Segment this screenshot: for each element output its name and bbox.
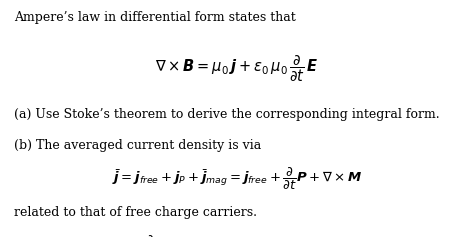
Text: (i) Show that $\boldsymbol{j}_P = \dfrac{\partial}{\partial t}\boldsymbol{P}$: (i) Show that $\boldsymbol{j}_P = \dfrac…: [33, 233, 169, 237]
Text: (b) The averaged current density is via: (b) The averaged current density is via: [14, 139, 262, 152]
Text: $\nabla \times \boldsymbol{B} = \mu_0\, \boldsymbol{j} + \varepsilon_0\, \mu_0\,: $\nabla \times \boldsymbol{B} = \mu_0\, …: [155, 53, 319, 84]
Text: Ampere’s law in differential form states that: Ampere’s law in differential form states…: [14, 11, 296, 24]
Text: (a) Use Stoke’s theorem to derive the corresponding integral form.: (a) Use Stoke’s theorem to derive the co…: [14, 108, 440, 121]
Text: $\bar{\boldsymbol{j}} = \boldsymbol{j}_{free} + \boldsymbol{j}_P + \bar{\boldsym: $\bar{\boldsymbol{j}} = \boldsymbol{j}_{…: [112, 166, 362, 192]
Text: related to that of free charge carriers.: related to that of free charge carriers.: [14, 206, 257, 219]
